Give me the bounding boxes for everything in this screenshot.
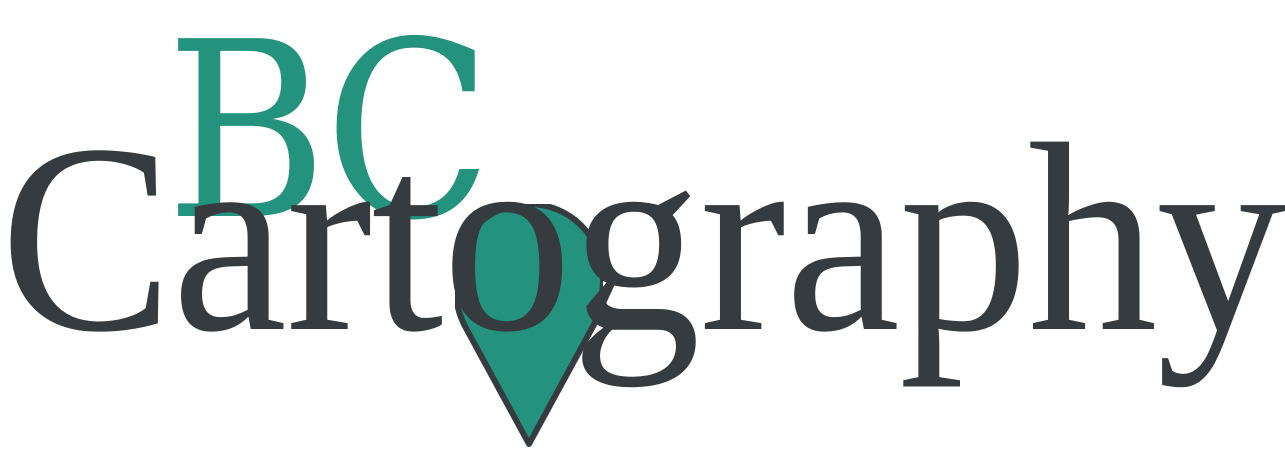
logo-bc-text: BC [166,0,492,274]
map-pin-icon [455,204,603,447]
logo-cartography-text: Cartography [0,89,1285,388]
